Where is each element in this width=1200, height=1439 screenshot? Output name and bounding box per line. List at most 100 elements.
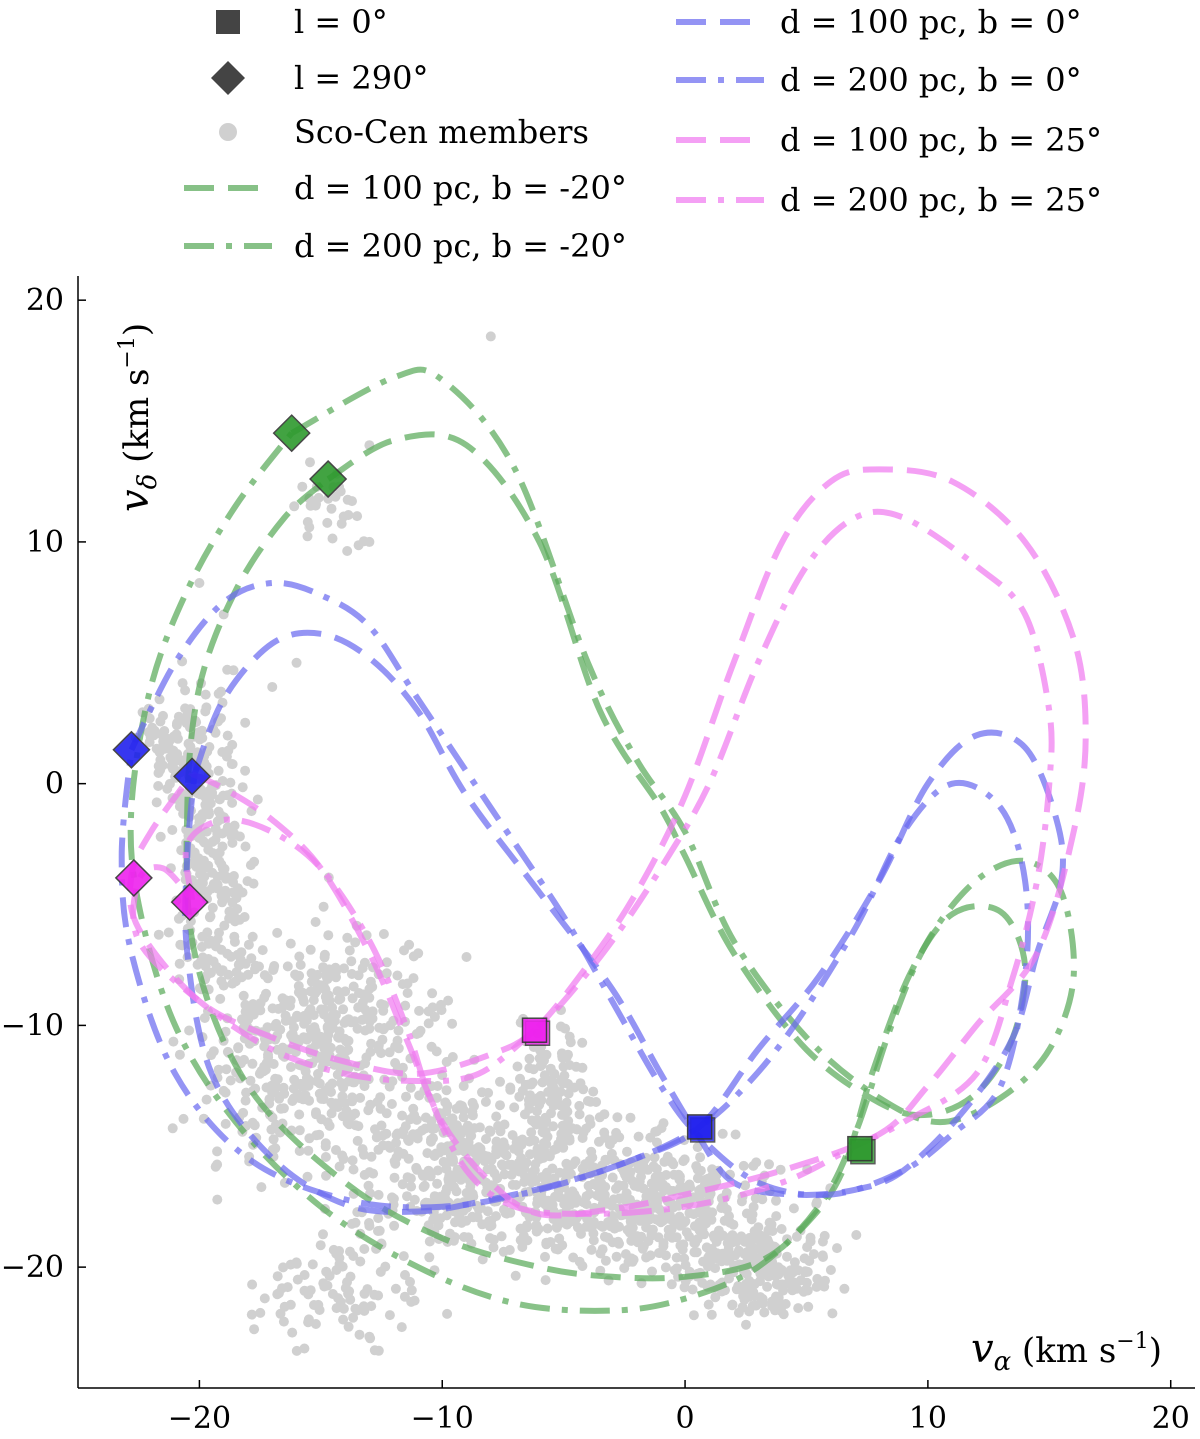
member-point (574, 1100, 585, 1111)
series-line-0 (183, 431, 1029, 1282)
member-point (406, 1285, 417, 1296)
member-point (321, 1085, 332, 1096)
member-point (562, 1106, 573, 1117)
member-point (305, 1285, 316, 1296)
member-point (338, 1314, 349, 1325)
member-point (331, 1248, 342, 1259)
member-point (342, 546, 353, 556)
member-point (350, 937, 361, 948)
y-tick-label: −20 (1, 1250, 64, 1285)
member-point (510, 1270, 521, 1281)
member-point (436, 999, 446, 1010)
member-point (248, 999, 258, 1010)
member-point (247, 1058, 258, 1069)
member-point (355, 1256, 366, 1267)
member-point (432, 1165, 443, 1176)
member-point (384, 1310, 395, 1321)
member-point (272, 1271, 283, 1282)
member-point (365, 1047, 376, 1057)
member-point (480, 1096, 491, 1107)
member-point (532, 1198, 543, 1209)
member-point (652, 1214, 663, 1225)
member-point (782, 1251, 792, 1262)
member-point (237, 782, 248, 793)
member-point (202, 969, 213, 980)
member-point (507, 1130, 518, 1141)
member-point (636, 1231, 647, 1242)
member-point (532, 1106, 542, 1117)
member-point (378, 1140, 389, 1151)
member-point (481, 1134, 491, 1144)
member-point (249, 1324, 260, 1335)
member-point (151, 743, 162, 754)
member-point (817, 1236, 828, 1247)
member-point (444, 1115, 455, 1126)
member-point (226, 759, 237, 769)
member-point (230, 916, 240, 927)
markers-layer (112, 414, 876, 1165)
x-tick-label: 0 (676, 1401, 695, 1436)
member-point (294, 1125, 305, 1136)
member-point (775, 1164, 786, 1175)
member-point (243, 939, 254, 950)
member-point (278, 1316, 289, 1327)
member-point (342, 494, 353, 505)
member-point (346, 956, 357, 967)
member-point (851, 1230, 862, 1240)
member-point (406, 1296, 417, 1307)
member-point (706, 1309, 717, 1320)
member-point (282, 961, 293, 972)
member-point (312, 969, 323, 980)
member-point (305, 500, 316, 511)
member-point (369, 1289, 380, 1300)
member-point (380, 1261, 391, 1272)
member-point (333, 1032, 343, 1043)
member-point (375, 1092, 386, 1103)
member-point (314, 1078, 325, 1089)
member-point (438, 1156, 449, 1167)
member-point (364, 1023, 375, 1034)
member-point (294, 951, 305, 962)
member-point (197, 725, 208, 736)
member-point (157, 729, 168, 740)
member-point (744, 1275, 755, 1286)
member-point (326, 503, 337, 514)
legend-label: d = 100 pc, b = -20° (294, 169, 627, 207)
member-point (641, 1252, 652, 1263)
member-point (168, 745, 179, 756)
member-point (454, 1211, 465, 1222)
member-point (335, 1097, 346, 1108)
member-point (285, 1299, 296, 1310)
member-point (386, 1099, 397, 1109)
member-point (558, 1135, 569, 1146)
member-point (693, 1207, 704, 1218)
member-point (307, 1259, 318, 1270)
member-point (599, 1231, 610, 1242)
member-point (757, 1246, 768, 1257)
series-line-4 (126, 466, 1089, 1219)
member-point (710, 1292, 721, 1303)
member-point (277, 1283, 287, 1294)
member-point (272, 927, 283, 938)
square-marker-7 (686, 1114, 713, 1140)
member-point (649, 1152, 660, 1163)
member-point (325, 1042, 336, 1053)
member-point (519, 1163, 530, 1174)
member-point (303, 1145, 314, 1156)
y-axis-label: vδ (km s−1) (112, 323, 163, 512)
member-point (695, 1152, 706, 1163)
member-point (233, 1043, 244, 1054)
member-point (373, 1213, 384, 1224)
member-point (580, 1159, 591, 1170)
member-point (217, 841, 228, 852)
member-point (352, 1023, 363, 1034)
member-point (465, 1187, 476, 1197)
member-point (747, 1300, 758, 1311)
member-point (197, 931, 208, 942)
member-point (483, 1087, 494, 1098)
member-point (785, 1279, 796, 1290)
member-point (811, 1197, 822, 1208)
member-point (327, 533, 338, 544)
member-point (684, 1208, 695, 1218)
member-point (358, 989, 369, 1000)
